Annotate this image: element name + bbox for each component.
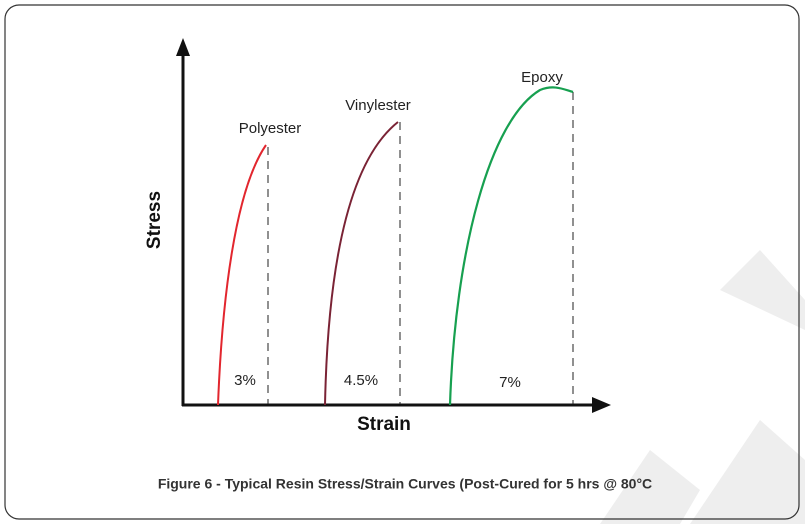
curve-label: Epoxy — [521, 69, 563, 86]
curve-label: Vinylester — [345, 97, 411, 114]
strain-label: 4.5% — [344, 372, 378, 389]
x-axis-label: Strain — [357, 414, 411, 435]
frame — [4, 4, 800, 520]
vinylester-curve — [324, 121, 399, 406]
strain-label: 3% — [234, 372, 256, 389]
drop-lines — [267, 92, 574, 404]
axes — [176, 38, 611, 413]
polyester-curve — [217, 144, 267, 406]
y-axis-label: Stress — [144, 191, 165, 249]
curve-label: Polyester — [239, 120, 302, 137]
strain-label: 7% — [499, 374, 521, 391]
watermark — [600, 250, 805, 524]
caption: Figure 6 - Typical Resin Stress/Strain C… — [158, 476, 652, 492]
epoxy-curve — [448, 86, 574, 406]
